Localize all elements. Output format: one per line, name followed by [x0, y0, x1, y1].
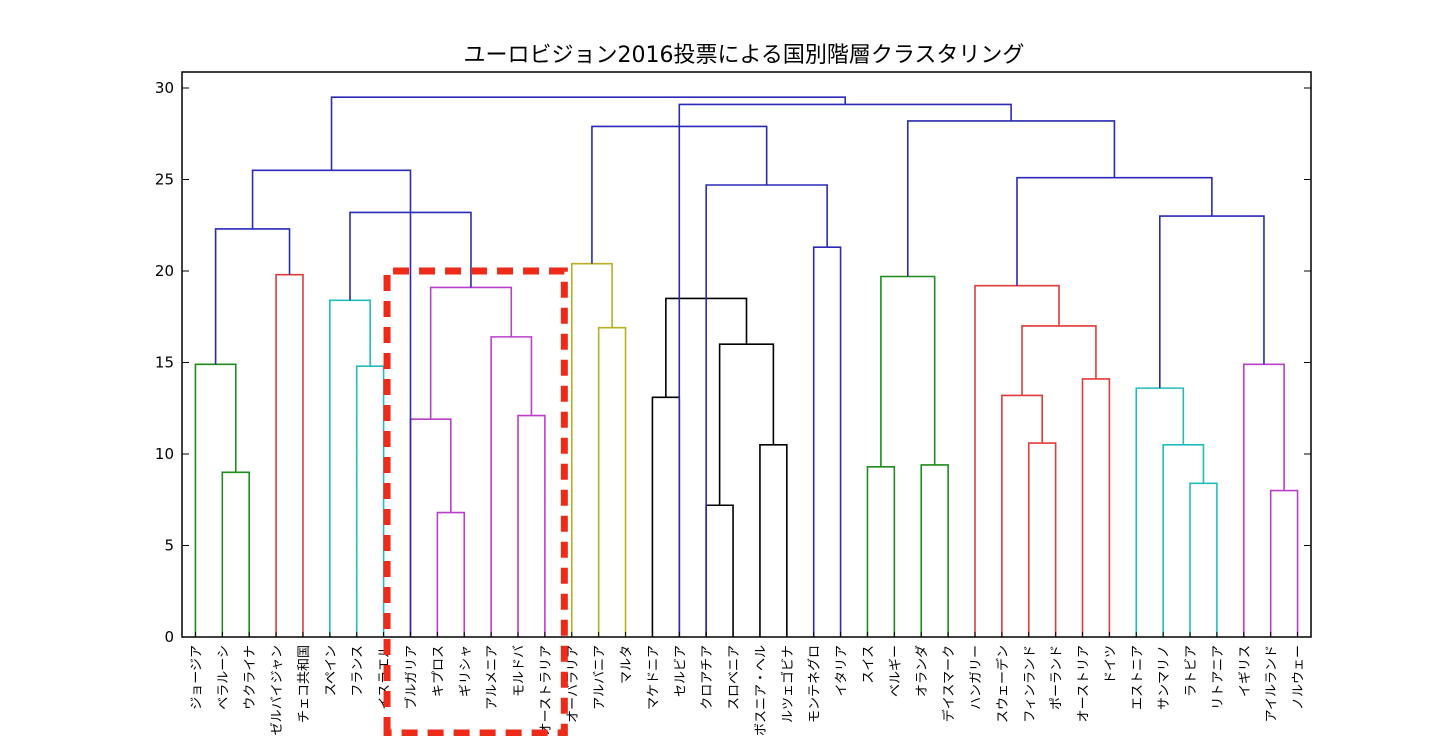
leaf-label-22: ルツェゴビナ	[780, 645, 796, 723]
dendrogram-link-40	[330, 96, 847, 171]
chart-title: ユーロビジョン2016投票による国別階層クラスタリング	[464, 43, 1025, 68]
leaf-label-37: ラトビア	[1184, 645, 1199, 697]
y-tick-label: 15	[155, 354, 174, 372]
dendrogram-link-37	[1016, 176, 1213, 286]
y-axis: 0 5 10 15 20 25 30	[155, 79, 1311, 646]
dendrogram-link-20	[812, 246, 842, 637]
dendrogram-link-29	[1021, 325, 1097, 396]
dendrogram-link-25	[880, 275, 936, 467]
dendrogram-link-14	[570, 262, 613, 637]
leaf-label-1: ベラルーシ	[216, 645, 231, 710]
leaf-label-2: ウクライナ	[243, 645, 258, 710]
dendrogram-link-35	[1243, 363, 1285, 637]
dendrogram-link-33	[1135, 387, 1185, 637]
leaf-label-17: マケドニア	[646, 645, 661, 710]
leaf-label-18: セルビア	[673, 645, 688, 697]
y-tick-label: 30	[155, 79, 174, 97]
y-tick-label: 0	[164, 628, 174, 646]
dendrogram-link-2	[275, 273, 304, 637]
leaf-label-35: エストニア	[1130, 645, 1145, 710]
leaf-label-5: スペイン	[324, 645, 339, 696]
leaf-label-38: リトアニア	[1211, 645, 1226, 710]
leaf-label-41: ノルウェー	[1292, 645, 1307, 710]
dendrogram-link-18	[718, 343, 775, 506]
dendrogram-link-7	[409, 418, 452, 637]
leaf-label-25: スイス	[861, 645, 876, 684]
y-tick-label: 10	[155, 445, 174, 463]
dendrogram-link-8	[517, 414, 546, 637]
leaf-label-15: アルバニア	[593, 645, 608, 710]
dendrogram-link-6	[436, 511, 466, 637]
dendrogram-link-36	[1158, 215, 1265, 389]
dendrogram-link-10	[429, 286, 513, 420]
dendrogram-links	[194, 96, 1299, 637]
leaf-label-19: クロアチア	[700, 645, 715, 710]
dendrogram-link-28	[1081, 378, 1111, 637]
leaf-label-27: オランダ	[915, 645, 930, 697]
leaf-label-4: チェコ共和国	[297, 645, 312, 723]
dendrogram-link-0	[221, 471, 251, 637]
x-axis-leaf-labels: ジョージア ベラルーシ ウクライナ アゼルバイジャン チェコ共和国 スペイン フランス イスラ…	[189, 632, 1307, 736]
leaf-label-26: ベルギー	[888, 645, 903, 697]
dendrogram-link-9	[490, 336, 533, 637]
y-tick-label: 5	[164, 537, 174, 555]
dendrogram-link-13	[597, 326, 627, 637]
leaf-label-31: フィンランド	[1023, 645, 1038, 723]
y-tick-label: 20	[155, 262, 174, 280]
dendrogram-link-5	[329, 299, 371, 637]
dendrogram-link-4	[355, 365, 385, 637]
leaf-label-29: ハンガリー	[969, 645, 984, 710]
dendrogram-link-24	[920, 464, 949, 637]
leaf-label-9: キプロス	[431, 645, 446, 697]
leaf-label-23: モンテネグロ	[808, 645, 823, 723]
leaf-label-34: ドイツ	[1103, 645, 1118, 684]
leaf-label-24: イタリア	[835, 645, 850, 696]
dendrogram-link-15	[651, 396, 681, 637]
leaf-label-40: アイルランド	[1265, 645, 1280, 722]
highlight-dashed-box	[383, 267, 568, 736]
leaf-label-8: ブルガリア	[403, 645, 419, 710]
dendrogram-link-23	[866, 466, 896, 637]
leaf-label-32: ポーランド	[1050, 645, 1065, 710]
leaf-label-3: アゼルバイジャン	[270, 645, 285, 736]
dendrogram-link-31	[1189, 482, 1218, 637]
leaf-label-16: マルタ	[620, 645, 635, 684]
leaf-label-20: スロベニア	[727, 645, 742, 710]
dendrogram-link-17	[759, 444, 788, 637]
plot-frame	[181, 71, 1312, 638]
leaf-label-36: サンマリノ	[1157, 645, 1172, 710]
dendrogram-link-3	[214, 228, 291, 365]
leaf-label-30: スウェーデン	[995, 645, 1011, 723]
dendrogram-link-26	[1027, 442, 1057, 637]
y-tick-label: 25	[155, 171, 174, 189]
leaf-label-21: ボスニア・ヘル	[754, 645, 769, 736]
dendrogram-link-38	[906, 120, 1116, 277]
leaf-label-10: ギリシャ	[458, 645, 473, 697]
leaf-label-0: ジョージア	[189, 645, 204, 710]
dendrogram-link-27	[1001, 394, 1043, 637]
leaf-label-39: イギリス	[1238, 645, 1253, 697]
dendrogram-link-16	[705, 504, 734, 637]
leaf-label-12: モルドバ	[512, 645, 527, 697]
leaf-label-6: フランス	[351, 645, 366, 697]
leaf-label-11: アルメニア	[485, 645, 500, 710]
dendrogram-link-30	[974, 284, 1060, 637]
leaf-label-14: オーバラリア	[566, 645, 581, 723]
dendrogram-link-34	[1269, 489, 1299, 637]
dendrogram-link-21	[705, 184, 828, 637]
leaf-label-33: オーストリア	[1077, 645, 1092, 722]
leaf-label-28: デイスマーク	[941, 645, 957, 722]
leaf-label-13: オーストラリア	[539, 645, 554, 735]
highlight-box	[383, 267, 568, 736]
dendrogram-link-32	[1162, 444, 1205, 637]
dendrogram-link-1	[194, 363, 237, 637]
